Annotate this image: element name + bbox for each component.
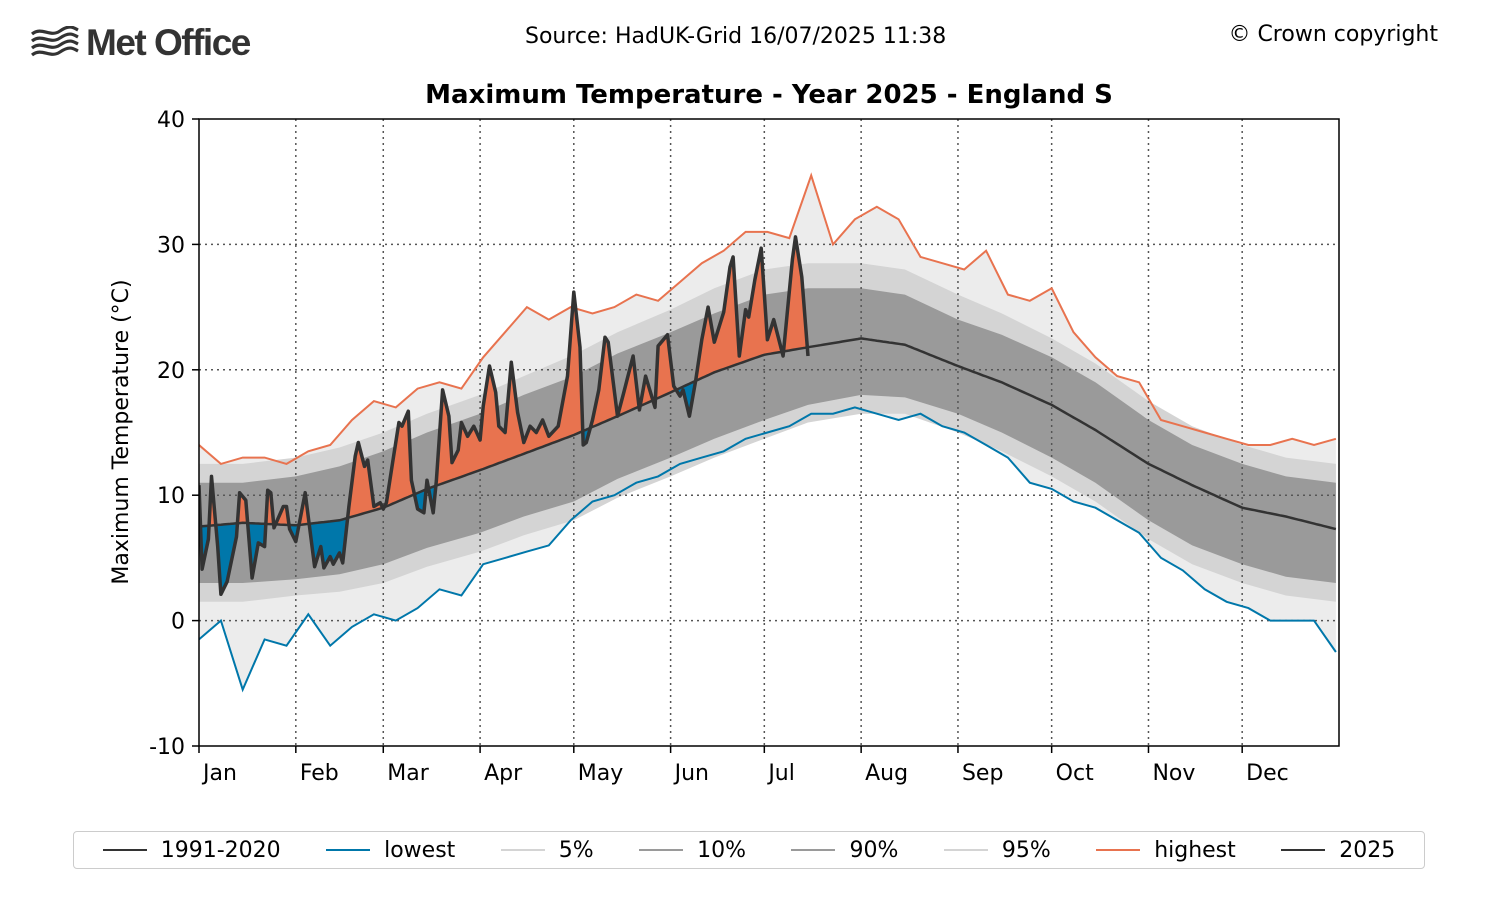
met-office-logo: Met Office — [30, 22, 251, 64]
legend-item: 5% — [500, 837, 594, 863]
x-tick-label: Dec — [1246, 761, 1289, 786]
lowest-line — [199, 406, 1337, 693]
mean-1991-2020-line — [199, 337, 1337, 531]
y-tick-label: 40 — [157, 108, 185, 133]
x-tick-label: Oct — [1056, 761, 1094, 786]
logo-text: Met Office — [86, 22, 251, 63]
x-tick-label: Mar — [387, 761, 429, 786]
legend-swatch — [326, 849, 371, 851]
legend-swatch — [1281, 849, 1326, 851]
legend-label: 10% — [697, 837, 747, 863]
p10-p90-band — [199, 288, 1336, 583]
legend-item: 10% — [639, 838, 746, 863]
highest-line — [199, 172, 1337, 466]
source-text: Source: HadUK-Grid 16/07/2025 11:38 — [525, 24, 947, 49]
legend-swatch — [639, 849, 684, 851]
legend-swatch — [1096, 849, 1141, 851]
legend-item: 95% — [943, 837, 1051, 863]
legend: 1991-2020 lowest 5% 10% 90% 95% highest 2025 — [73, 831, 1425, 869]
x-tick-label: Jan — [201, 761, 237, 786]
x-tick-label: Nov — [1152, 761, 1195, 786]
legend-label: highest — [1154, 837, 1236, 863]
above-average-fill — [199, 236, 808, 530]
legend-swatch — [791, 849, 836, 851]
x-tick-label: Sep — [962, 761, 1003, 786]
extreme-range-band — [199, 175, 1336, 690]
x-tick-label: May — [578, 761, 623, 786]
legend-label: 1991-2020 — [160, 837, 281, 863]
legend-label: 5% — [558, 837, 594, 863]
legend-swatch — [500, 849, 545, 851]
copyright-text: © Crown copyright — [1228, 22, 1438, 47]
legend-swatch — [102, 849, 147, 851]
legend-swatch — [943, 849, 988, 851]
y-tick-label: 0 — [171, 610, 185, 635]
chart-title: Maximum Temperature - Year 2025 - Englan… — [425, 80, 1113, 110]
y-tick-label: 30 — [157, 233, 185, 258]
x-tick-label: Jun — [673, 761, 709, 786]
y-tick-label: 20 — [157, 359, 185, 384]
x-tick-label: Apr — [484, 761, 523, 786]
y-tick-label: -10 — [149, 735, 185, 760]
plot-frame — [198, 118, 1340, 747]
x-tick-label: Feb — [300, 761, 339, 786]
waves-icon — [31, 26, 79, 57]
y-tick-label: 10 — [157, 484, 185, 509]
y-axis-label: Maximum Temperature (°C) — [109, 279, 134, 584]
line-2025 — [199, 235, 810, 597]
legend-item: 1991-2020 — [102, 837, 281, 863]
x-tick-label: Aug — [865, 761, 908, 786]
legend-item: highest — [1096, 838, 1236, 863]
legend-label: 90% — [849, 837, 899, 863]
legend-item: 2025 — [1281, 838, 1395, 863]
legend-item: lowest — [326, 838, 455, 863]
legend-label: 2025 — [1339, 837, 1396, 863]
legend-label: lowest — [384, 837, 456, 863]
legend-label: 95% — [1001, 837, 1051, 863]
legend-item: 90% — [791, 838, 898, 863]
x-tick-label: Jul — [766, 761, 795, 786]
